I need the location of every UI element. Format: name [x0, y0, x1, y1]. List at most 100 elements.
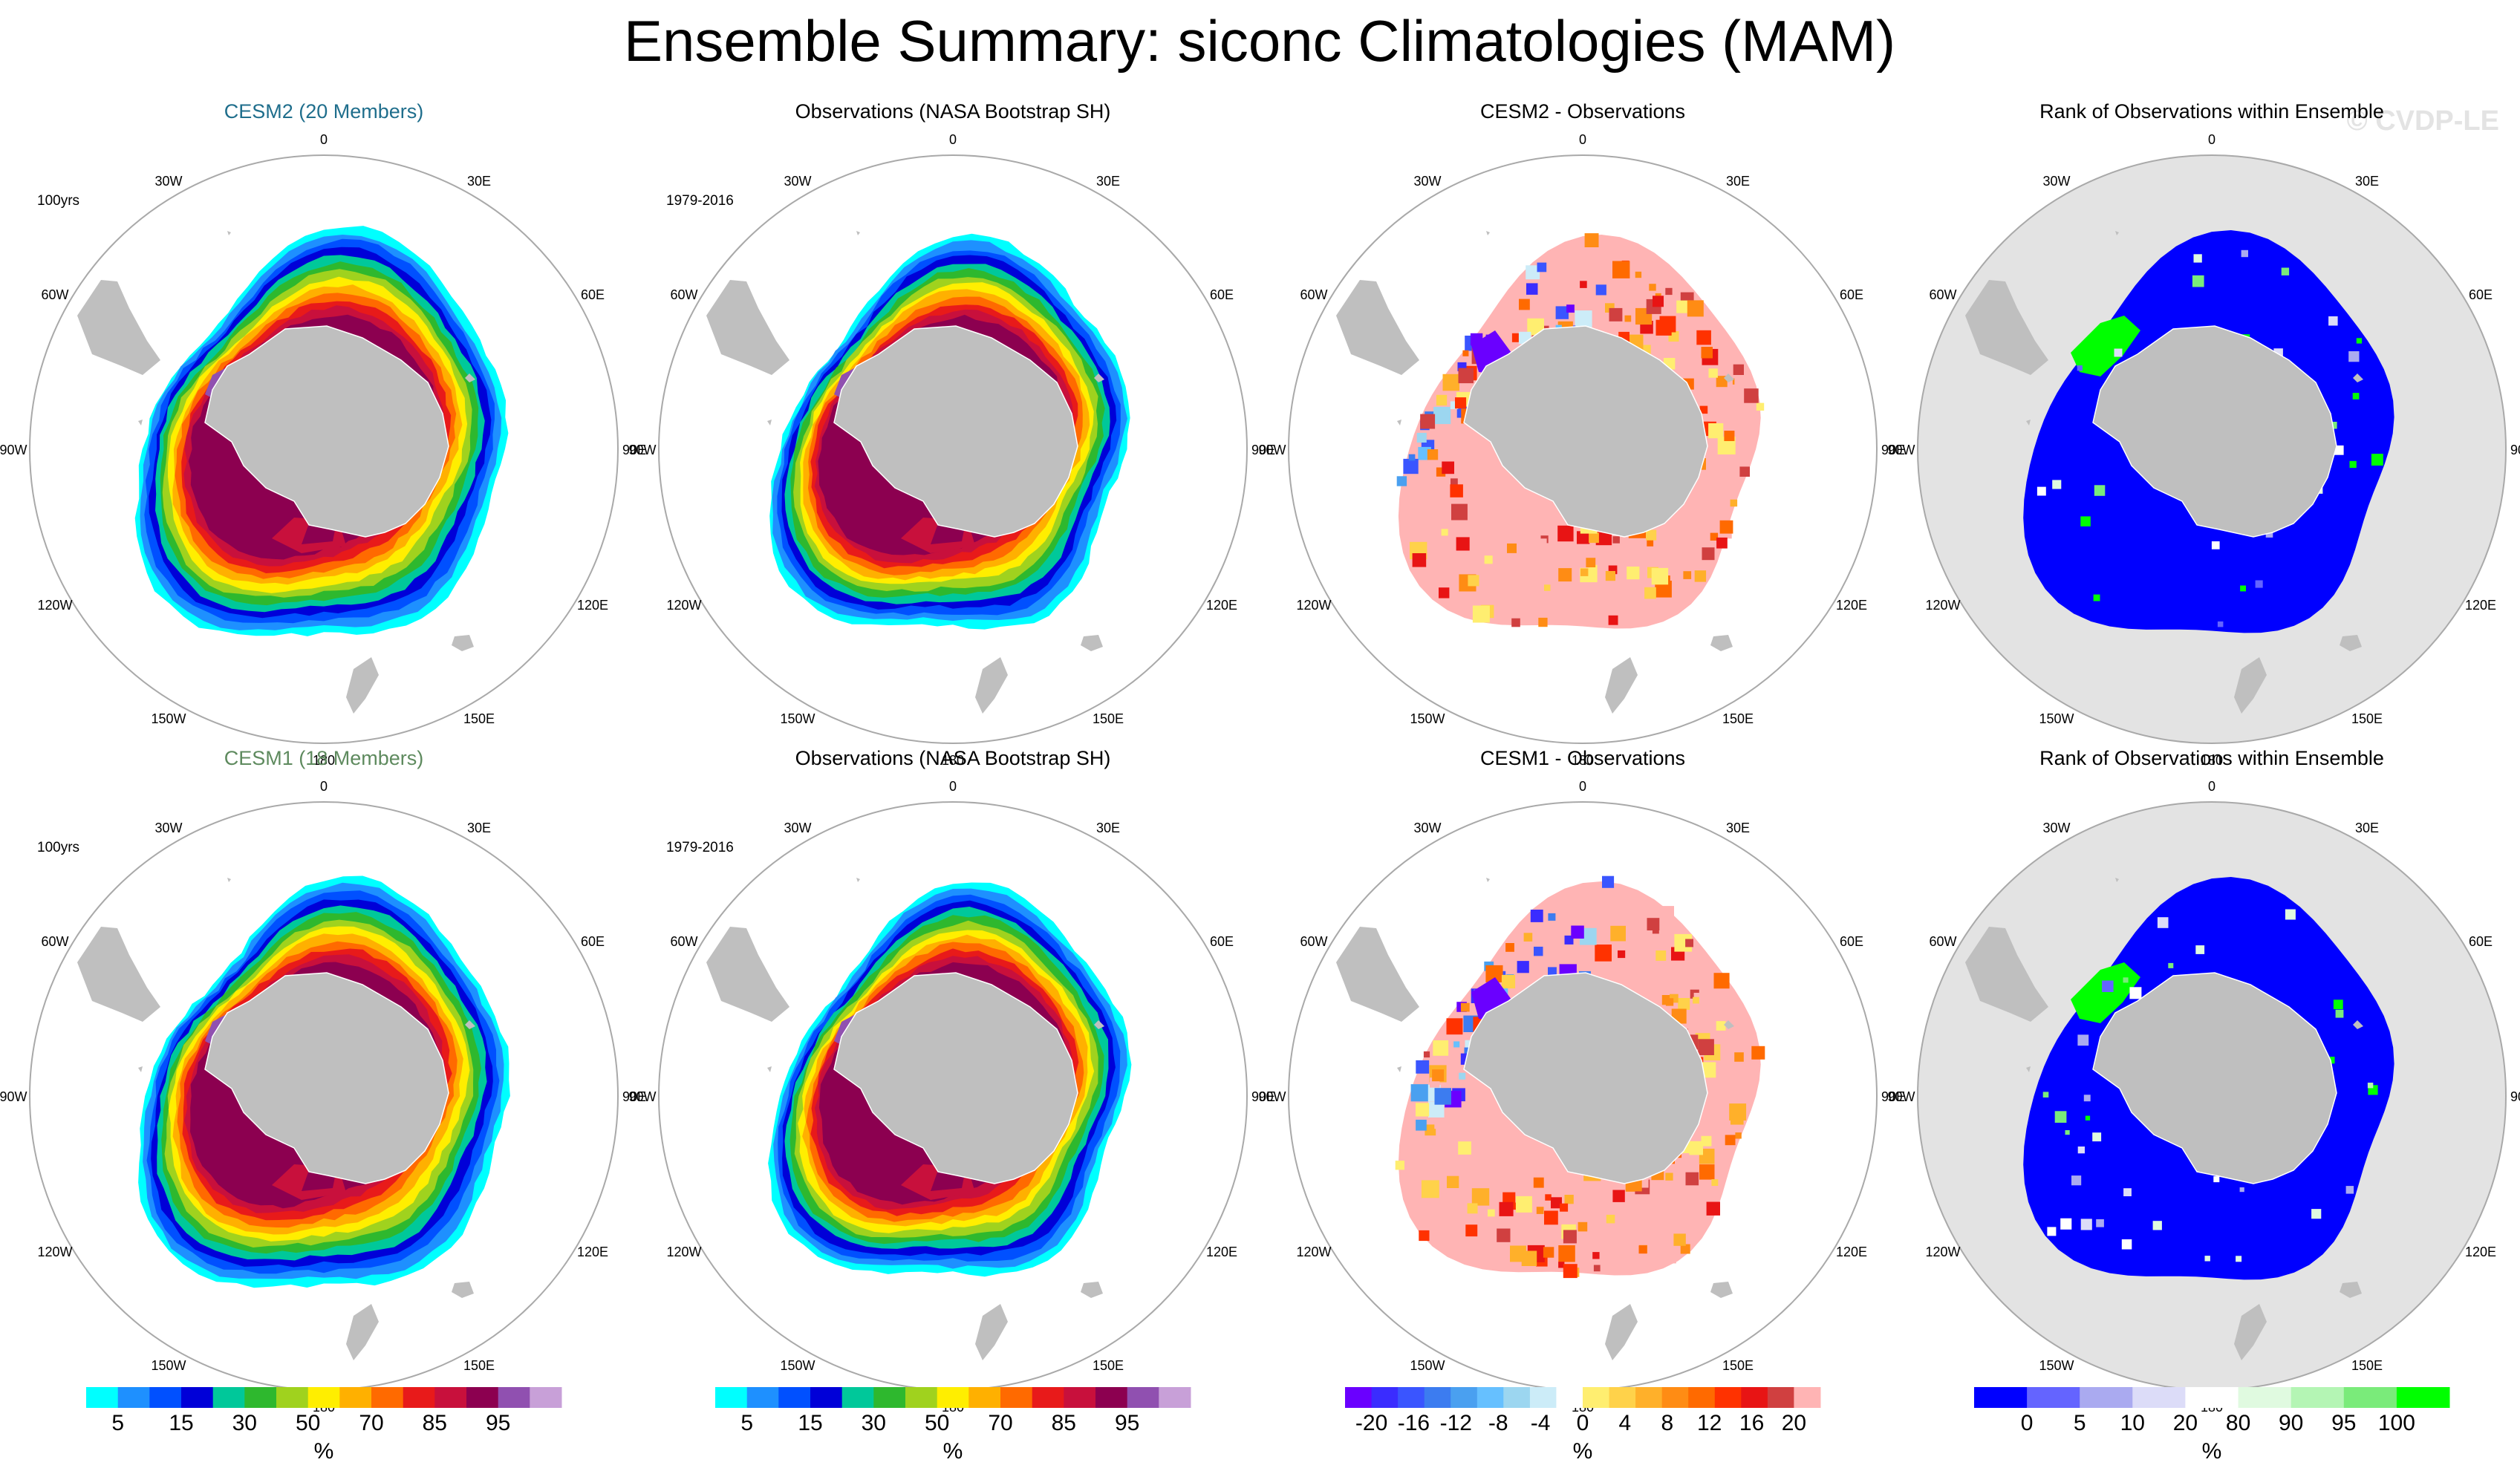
colorbar-tick-label: -8 [1488, 1411, 1508, 1435]
colorbar-swatch [498, 1387, 530, 1408]
island-land [138, 1066, 143, 1072]
colorbar-swatch [181, 1387, 214, 1408]
diff-cell [1653, 334, 1664, 345]
colorbar-swatch [466, 1387, 499, 1408]
colorbar-swatch [1032, 1387, 1064, 1408]
colorbar-swatch [307, 1387, 340, 1408]
diff-cell [1544, 1210, 1558, 1225]
colorbar-swatch [2080, 1387, 2133, 1408]
colorbar-tick-label: 50 [296, 1411, 320, 1435]
map-boundary [658, 154, 1248, 744]
longitude-label: 60E [1840, 287, 1863, 302]
longitude-label: 0 [320, 779, 328, 794]
map-boundary [29, 154, 619, 744]
colorbar-tick-label: 90 [2279, 1411, 2303, 1435]
colorbar-swatch [149, 1387, 182, 1408]
diff-cell [1673, 1233, 1686, 1246]
diff-cell [1447, 1175, 1459, 1188]
rank-cell [2328, 316, 2338, 326]
longitude-label: 90E [1251, 1089, 1275, 1104]
new-zealand-land [346, 657, 379, 714]
diff-cell [1527, 318, 1544, 336]
longitude-label: 30E [2355, 174, 2379, 189]
longitude-label: 30W [2042, 821, 2070, 835]
diff-cell [1410, 1198, 1425, 1213]
diff-cell [1416, 1103, 1430, 1117]
diff-cell [1558, 1262, 1565, 1268]
rank-cell [2255, 580, 2263, 588]
longitude-label: 120E [577, 598, 608, 613]
diff-cell [1558, 568, 1572, 582]
island-land [2340, 1282, 2362, 1298]
diff-cell [1408, 454, 1416, 461]
diff-cell [1442, 461, 1454, 474]
colorbar-tick-label: 50 [925, 1411, 949, 1435]
diff-cell [1571, 925, 1584, 939]
diff-cell [1416, 432, 1427, 443]
diff-cell [1647, 540, 1654, 547]
colorbar-swatch [715, 1387, 748, 1408]
diff-cell [1716, 376, 1728, 388]
diff-cell [1458, 368, 1474, 384]
diff-cell [1660, 906, 1674, 920]
diff-cell [1687, 300, 1704, 317]
diff-panel: 0 30E 60E 90E 120E 150E 180 150W 120W 90W 60W 30W CE… [1258, 747, 1905, 1415]
longitude-label: 90E [2510, 1089, 2520, 1104]
longitude-label: 60E [581, 287, 605, 302]
diff-cell [1734, 376, 1747, 389]
diff-cell [1433, 1040, 1449, 1056]
panel-period: 100yrs [37, 840, 79, 855]
diff-cell [1710, 532, 1719, 541]
diff-cell [1696, 330, 1711, 345]
longitude-label: 60W [670, 934, 697, 949]
diff-cell [1484, 555, 1493, 564]
rank-cell [2077, 365, 2083, 371]
colorbar-tick-label: 0 [1577, 1411, 1589, 1435]
colorbar-swatch [1424, 1387, 1451, 1408]
map-field [706, 878, 1132, 1360]
rank-cell [2367, 1083, 2374, 1089]
longitude-label: 120W [1296, 598, 1331, 613]
colorbar-swatch [778, 1387, 811, 1408]
colorbar-swatch [1556, 1387, 1583, 1408]
antarctica-land [833, 972, 1078, 1184]
diff-cell [1716, 1021, 1726, 1031]
diff-cell [1693, 993, 1702, 1002]
island-land [465, 1020, 475, 1029]
colorbar-tick-label: 30 [862, 1411, 886, 1435]
colorbar-tick-label: -4 [1531, 1411, 1551, 1435]
antarctica-land [2092, 972, 2337, 1184]
longitude-label: 150E [463, 1358, 495, 1373]
colorbar-swatch [434, 1387, 467, 1408]
colorbar-swatch [1794, 1387, 1821, 1408]
diff-cell [1471, 1188, 1490, 1206]
diff-cell [1649, 284, 1656, 291]
antarctica-land [2092, 325, 2337, 538]
longitude-label: 150E [1093, 1358, 1124, 1373]
colorbar-swatch [1371, 1387, 1399, 1408]
longitude-label: 150W [1410, 711, 1445, 726]
longitude-label: 0 [320, 132, 328, 147]
rank-cell [2281, 267, 2290, 275]
diff-cell [1653, 296, 1664, 307]
colorbar-swatch [810, 1387, 843, 1408]
rank-cell [2076, 500, 2086, 509]
diff-cell [1731, 1112, 1744, 1125]
diff-cell [1639, 300, 1647, 308]
map-field [706, 231, 1130, 714]
diff-cell [1575, 553, 1589, 568]
rank-cell [2349, 460, 2357, 469]
diff-cell [1441, 529, 1448, 536]
colorbar-swatch [1583, 1387, 1610, 1408]
diff-cell [1423, 1051, 1430, 1058]
diff-cell [1716, 537, 1728, 549]
rank-cell [2071, 1175, 2082, 1186]
diff-cell [1665, 998, 1674, 1006]
colorbar-swatch [1064, 1387, 1096, 1408]
diff-cell [1526, 283, 1538, 295]
diff-cell [1563, 1230, 1577, 1244]
rank-cell [2077, 1034, 2089, 1046]
panel-title: Rank of Observations within Ensemble [2039, 747, 2384, 769]
diff-cell [1534, 946, 1543, 956]
colorbar-swatch [1398, 1387, 1425, 1408]
